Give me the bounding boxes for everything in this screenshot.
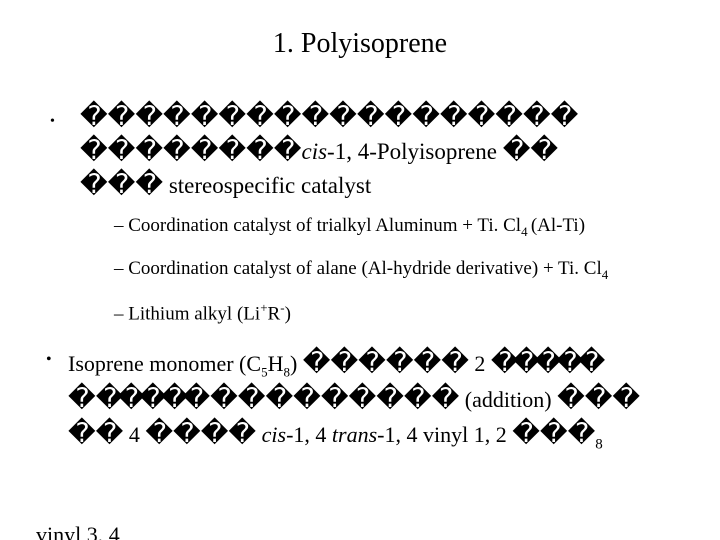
sub-item-2: – Coordination catalyst of alane (Al-hyd… xyxy=(114,258,684,282)
b2-line1: Isoprene monomer (C5H8) ������ 2 ����� xyxy=(68,344,684,381)
sub-item-3: – Lithium alkyl (Li+R-) xyxy=(114,300,684,326)
l2-boxes-a: � xyxy=(68,383,96,413)
bullet-dot-2: • xyxy=(46,351,52,369)
l1b: H xyxy=(268,351,284,376)
l3-trans: trans xyxy=(332,422,377,447)
block1-row2: ��������cis-1, 4-Polyisoprene �� xyxy=(80,134,684,168)
block1-row1: ������������������ xyxy=(80,100,684,134)
dash-3: – xyxy=(114,303,124,324)
row2-boxes-a: �������� xyxy=(80,135,301,165)
dash-1: – xyxy=(114,215,124,236)
row2-boxes-b: �� xyxy=(503,135,558,165)
s3a: Lithium alkyl (Li xyxy=(124,303,261,324)
l3-boxes-c: ��� xyxy=(512,418,595,448)
s2-sub: 4 xyxy=(602,266,609,281)
cis-label: cis xyxy=(301,139,327,164)
row3-boxes: ��� xyxy=(80,169,163,199)
l2-boxes-c: ��� xyxy=(557,383,640,413)
bullet-dot-1: • xyxy=(50,114,55,130)
l3-cis: cis xyxy=(256,422,286,447)
l3-boxes-a: �� xyxy=(68,418,123,448)
s3-sup1: + xyxy=(260,300,267,315)
page-title: 1. Polyisoprene xyxy=(36,28,684,60)
bullet-block-2: • Isoprene monomer (C5H8) ������ 2 �����… xyxy=(36,344,684,455)
l3-four: 4 xyxy=(123,422,145,447)
stereo-text: stereospecific catalyst xyxy=(163,173,371,198)
s1-sub: 4 xyxy=(521,224,531,239)
l1a: Isoprene monomer (C xyxy=(68,351,261,376)
s2-text: Coordination catalyst of alane (Al-hydri… xyxy=(124,258,602,279)
row2-text: -1, 4-Polyisoprene xyxy=(327,139,503,164)
s3b: R xyxy=(268,303,281,324)
cutoff-row: vinyl 3, 4 xyxy=(36,522,120,540)
dash-2: – xyxy=(114,258,124,279)
l3-t2: -1, 4 vinyl 1, 2 xyxy=(377,422,512,447)
l3-eight: 8 xyxy=(595,437,603,453)
l2-thin: ���� xyxy=(96,383,183,413)
b2-line2: ��������������� (addition) ��� xyxy=(68,381,684,416)
l1-boxes: ������ xyxy=(303,347,469,377)
s1-tail: (Al-Ti) xyxy=(531,215,585,236)
s1-text: Coordination catalyst of trialkyl Alumin… xyxy=(124,215,522,236)
l2-addition: (addition) xyxy=(459,387,557,412)
l2-boxes-b: ���������� xyxy=(182,383,459,413)
bullet-block-1: • ������������������ ��������cis-1, 4-Po… xyxy=(36,100,684,201)
l3-boxes-b: ���� xyxy=(145,418,256,448)
sub-list: – Coordination catalyst of trialkyl Alum… xyxy=(36,215,684,326)
l1-thin: ����� xyxy=(491,347,599,377)
l1-two: 2 xyxy=(469,351,491,376)
l1c: ) xyxy=(290,351,303,376)
l3-t1: -1, 4 xyxy=(286,422,332,447)
sub-item-1: – Coordination catalyst of trialkyl Alum… xyxy=(114,215,684,239)
s3c: ) xyxy=(285,303,291,324)
b2-line3: �� 4 ���� cis-1, 4 trans-1, 4 vinyl 1, 2… xyxy=(68,416,684,455)
cut-a: vinyl 3, 4 xyxy=(36,522,120,540)
block1-row3: ��� stereospecific catalyst xyxy=(80,168,684,202)
